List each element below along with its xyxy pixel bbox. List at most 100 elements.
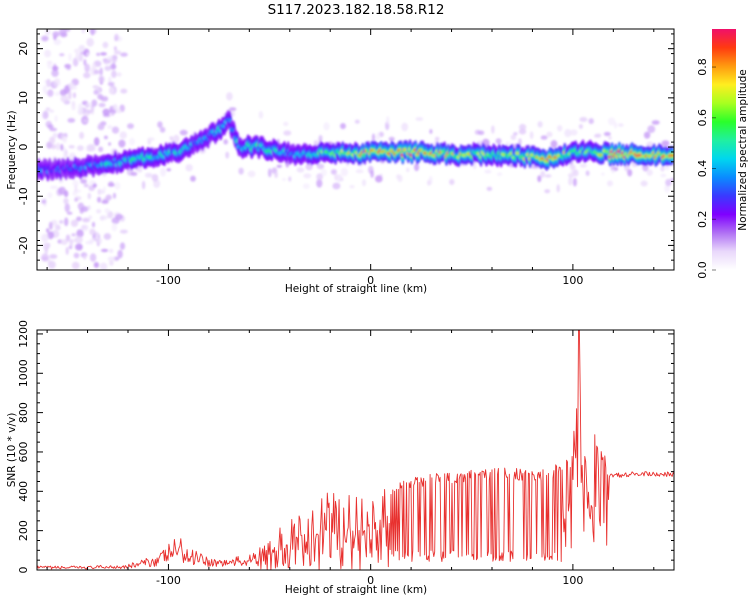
spectrogram-noise-cell: [63, 151, 67, 160]
spectrogram-noise-cell: [664, 165, 670, 171]
snr-y-tick-label: 400: [17, 481, 30, 502]
spectrogram-noise-cell: [606, 180, 614, 187]
spectrogram-noise-cell: [147, 137, 155, 142]
spectrogram-noise-cell: [109, 260, 114, 266]
spectrogram-noise-cell: [190, 175, 196, 182]
spectrogram-noise-cell: [643, 131, 651, 139]
spectrogram-noise-cell: [283, 121, 289, 127]
spectrogram-noise-cell: [71, 261, 80, 270]
spectrogram-noise-cell: [225, 151, 230, 159]
spectrogram-noise-cell: [594, 134, 601, 138]
spectrogram-noise-cell: [267, 168, 272, 178]
spectrogram-noise-cell: [568, 177, 573, 186]
spectrogram-noise-cell: [354, 119, 360, 124]
spectrogram-noise-cell: [375, 132, 381, 141]
spectrogram-noise-cell: [49, 136, 56, 144]
spectrogram-noise-cell: [579, 163, 588, 168]
spectrogram-noise-cell: [107, 82, 114, 87]
spectrogram-noise-cell: [49, 254, 58, 259]
spectrogram-noise-cell: [537, 175, 542, 183]
snr-x-tick-label: 100: [562, 574, 583, 587]
spectrogram-noise-cell: [76, 216, 82, 222]
spectrogram-noise-cell: [414, 163, 420, 172]
spectrogram-noise-cell: [544, 174, 552, 178]
spectrogram-noise-cell: [47, 192, 53, 199]
spectrogram-noise-cell: [58, 186, 66, 195]
spectrogram-noise-cell: [55, 142, 61, 151]
colorbar-tick-label: 0.8: [696, 58, 709, 76]
colorbar: 0.0 0.2 0.4 0.6 0.8 Normalized spectral ampl…: [696, 29, 749, 279]
spectrogram-noise-cell: [89, 228, 96, 236]
colorbar-ticks: 0.0 0.2 0.4 0.6 0.8: [696, 58, 716, 279]
spectrogram-noise-cell: [84, 63, 90, 73]
spectrogram-noise-cell: [120, 88, 128, 94]
spectrogram-noise-cell: [79, 131, 85, 140]
spectrogram-noise-cell: [119, 131, 128, 139]
spectrogram-noise-cell: [323, 122, 330, 131]
spectrogram-noise-cell: [80, 179, 87, 184]
snr-y-tick-label: 1200: [17, 320, 30, 348]
spectrogram-noise-cell: [505, 141, 511, 145]
spectrogram-noise-cell: [79, 208, 84, 214]
snr-frame: [36, 329, 675, 571]
spectrogram-noise-cell: [665, 179, 672, 187]
spectrogram-frame: [36, 28, 675, 271]
spectrogram-noise-cell: [71, 233, 76, 237]
spectrogram-noise-cell: [340, 177, 344, 182]
spectrogram-noise-cell: [99, 262, 108, 270]
spectrogram-noise-cell: [484, 169, 492, 174]
spectrogram-noise-cell: [63, 85, 70, 94]
spectrogram-noise-cell: [159, 126, 166, 133]
spectrogram-noise-cell: [646, 169, 653, 176]
spectrogram-noise-cell: [537, 121, 543, 128]
spectrogram-noise-cell: [97, 189, 106, 194]
spectrogram-noise-cell: [93, 69, 100, 75]
spectrogram-noise-cell: [276, 164, 282, 168]
spectrogram-noise-cell: [83, 72, 91, 79]
spectrogram-noise-cell: [129, 137, 136, 146]
snr-y-tick-label: 200: [17, 520, 30, 541]
spectrogram-noise-cell: [296, 167, 305, 173]
snr-x-tick-label: -100: [156, 574, 181, 587]
spectrogram-noise-cell: [64, 203, 71, 213]
spectrogram-noise-cell: [105, 194, 112, 201]
spectrogram-noise-cell: [151, 174, 159, 182]
spectrogram-noise-cell: [87, 144, 95, 152]
spectrogram-noise-cell: [74, 184, 78, 193]
spectrogram-noise-cell: [305, 163, 313, 171]
spectrogram-noise-cell: [110, 111, 115, 116]
spectrogram-noise-cell: [223, 139, 228, 145]
spectrogram-noise-cell: [618, 123, 624, 127]
spectrogram-noise-cell: [111, 54, 117, 64]
spectrogram-noise-cell: [569, 164, 576, 170]
spectrogram-noise-cell: [401, 122, 409, 132]
snr-marks: [37, 330, 674, 570]
spectrogram-noise-cell: [316, 179, 323, 188]
spectrogram-noise-cell: [120, 52, 128, 57]
spectrogram-noise-cell: [111, 70, 117, 78]
spectrogram-noise-cell: [119, 242, 126, 250]
colorbar-tick-label: 0.0: [696, 261, 709, 279]
spectrogram-noise-cell: [93, 262, 100, 268]
spectrogram-noise-cell: [611, 169, 615, 174]
spectrogram-noise-cell: [90, 29, 95, 36]
spectrogram-noise-cell: [102, 108, 110, 116]
spectrogram-noise-cell: [73, 252, 80, 259]
spectrogram-noise-cell: [47, 231, 54, 240]
snr-y-tick-label: 1000: [17, 359, 30, 387]
spectrogram-noise-cell: [371, 133, 376, 142]
spectrogram-noise-cell: [49, 109, 55, 113]
spectrogram-noise-cell: [107, 256, 116, 262]
spectrogram-noise-cell: [110, 63, 117, 70]
spectrogram-noise-cell: [647, 125, 656, 133]
spectrogram-noise-cell: [518, 138, 522, 145]
spectrogram-noise-cell: [41, 199, 47, 204]
spectrogram-noise-cell: [303, 173, 312, 179]
spectrogram-noise-cell: [86, 37, 94, 47]
spectrogram-noise-cell: [81, 29, 85, 34]
spectrogram-noise-cell: [48, 221, 53, 230]
spectrogram-noise-cell: [529, 131, 534, 140]
spectrogram-noise-cell: [117, 249, 123, 259]
spectrogram-noise-cell: [41, 233, 49, 243]
